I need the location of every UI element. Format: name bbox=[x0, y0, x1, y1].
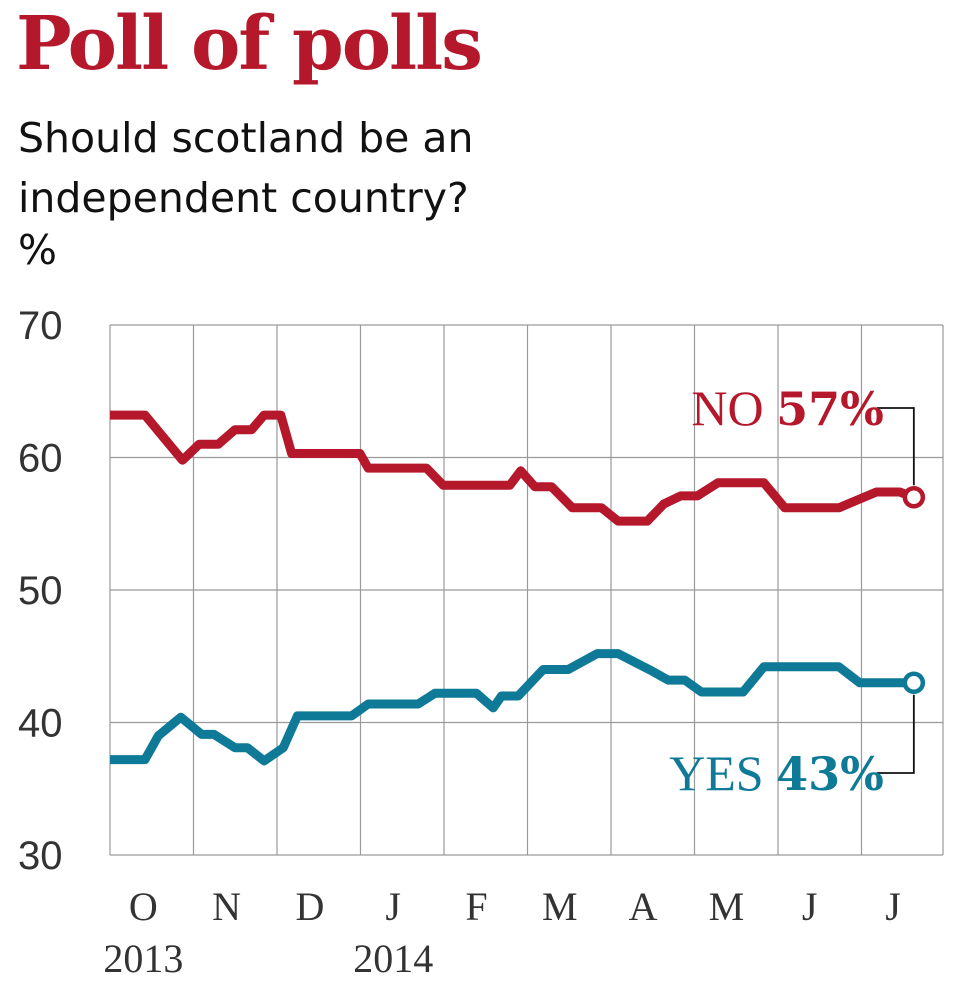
end-label-no: NO 57% bbox=[691, 380, 883, 436]
x-tick-label: J bbox=[385, 884, 401, 929]
x-year-label: 2014 bbox=[353, 936, 433, 981]
y-axis: 70 60 50 40 30 bbox=[18, 304, 63, 878]
x-tick-label: O bbox=[129, 884, 158, 929]
y-tick-label: 70 bbox=[18, 304, 63, 348]
x-year-label: 2013 bbox=[103, 936, 183, 981]
series-end-marker-yes bbox=[902, 671, 926, 694]
x-tick-label: J bbox=[885, 884, 901, 929]
series-lines bbox=[110, 410, 926, 766]
y-tick-label: 30 bbox=[18, 834, 63, 878]
x-tick-label: F bbox=[465, 884, 487, 929]
leader-line-no bbox=[876, 407, 915, 486]
x-tick-label: A bbox=[629, 884, 658, 929]
x-tick-label: D bbox=[295, 884, 324, 929]
y-tick-label: 60 bbox=[18, 437, 63, 481]
chart-subtitle: Should scotland be an independent countr… bbox=[18, 114, 474, 222]
series-line-yes bbox=[110, 649, 914, 766]
x-tick-label: J bbox=[802, 884, 818, 929]
end-label-yes: YES 43% bbox=[669, 745, 884, 801]
leader-line-yes bbox=[876, 694, 915, 774]
series-end-marker-no bbox=[902, 486, 926, 509]
unit-label: % bbox=[18, 226, 57, 274]
x-axis: O N D J F M A M J J 2013 2014 bbox=[103, 884, 900, 981]
x-tick-label: M bbox=[709, 884, 745, 929]
y-tick-label: 50 bbox=[18, 569, 63, 613]
end-label-value: 43% bbox=[776, 747, 884, 801]
end-labels: NO 57% YES 43% bbox=[669, 380, 915, 801]
y-tick-label: 40 bbox=[18, 702, 63, 746]
end-label-name: NO bbox=[691, 380, 776, 436]
end-label-value: 57% bbox=[776, 382, 884, 436]
x-tick-label: M bbox=[542, 884, 578, 929]
x-tick-label: N bbox=[212, 884, 241, 929]
series-line-no bbox=[110, 410, 916, 526]
end-label-name: YES bbox=[669, 745, 776, 801]
gridlines bbox=[109, 324, 944, 856]
chart-title: Poll of polls bbox=[16, 1, 483, 87]
